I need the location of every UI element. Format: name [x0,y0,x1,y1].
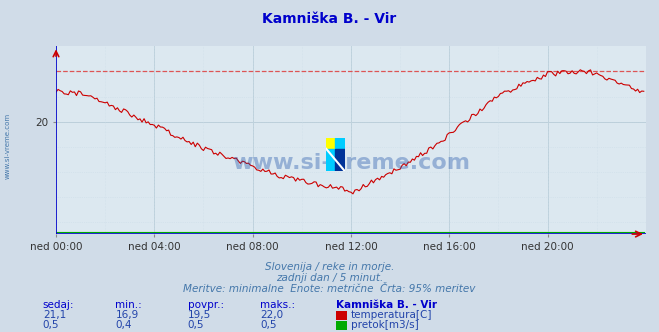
Text: maks.:: maks.: [260,300,295,310]
Text: pretok[m3/s]: pretok[m3/s] [351,320,418,330]
Polygon shape [326,149,335,171]
Text: zadnji dan / 5 minut.: zadnji dan / 5 minut. [276,273,383,283]
Text: 0,4: 0,4 [115,320,132,330]
Text: Meritve: minimalne  Enote: metrične  Črta: 95% meritev: Meritve: minimalne Enote: metrične Črta:… [183,284,476,294]
Text: 0,5: 0,5 [43,320,59,330]
Text: 0,5: 0,5 [188,320,204,330]
Text: www.si-vreme.com: www.si-vreme.com [232,153,470,173]
Text: 0,5: 0,5 [260,320,277,330]
Text: sedaj:: sedaj: [43,300,74,310]
Text: povpr.:: povpr.: [188,300,224,310]
Bar [326,138,335,149]
Text: min.:: min.: [115,300,142,310]
Text: Slovenija / reke in morje.: Slovenija / reke in morje. [265,262,394,272]
Text: 16,9: 16,9 [115,310,138,320]
Text: Kamniška B. - Vir: Kamniška B. - Vir [336,300,437,310]
Text: 19,5: 19,5 [188,310,211,320]
Text: 22,0: 22,0 [260,310,283,320]
Text: temperatura[C]: temperatura[C] [351,310,432,320]
Text: 21,1: 21,1 [43,310,66,320]
Text: www.si-vreme.com: www.si-vreme.com [5,113,11,179]
Bar [335,138,345,149]
Polygon shape [335,149,345,171]
Text: Kamniška B. - Vir: Kamniška B. - Vir [262,12,397,26]
